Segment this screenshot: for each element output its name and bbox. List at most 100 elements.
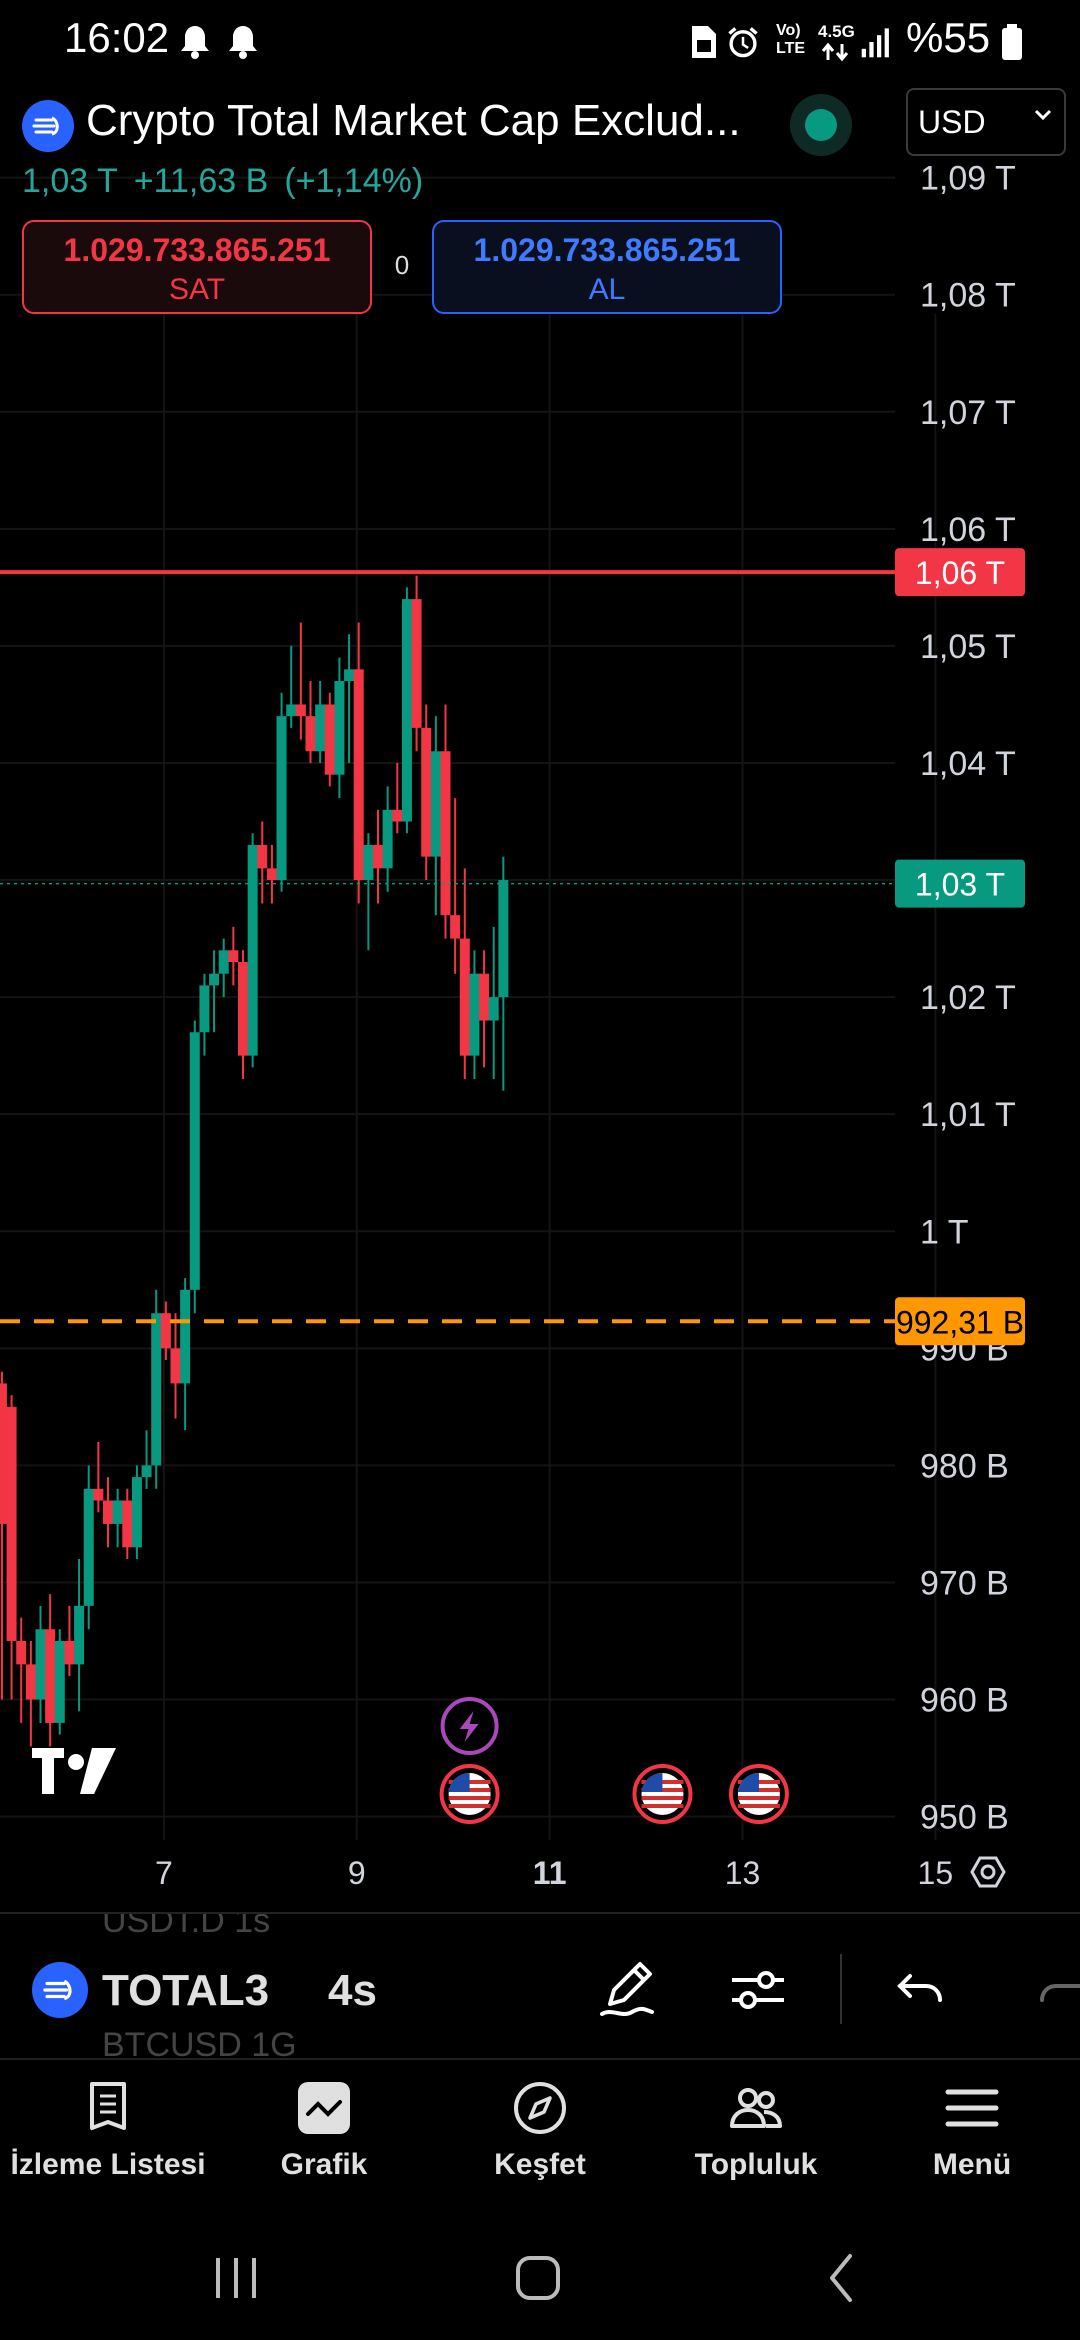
candle-up bbox=[276, 692, 287, 892]
candle-up bbox=[430, 716, 441, 916]
toolbar-divider bbox=[840, 1954, 842, 2024]
candle-body bbox=[141, 1465, 152, 1478]
back-icon[interactable] bbox=[802, 2238, 882, 2318]
currency-select[interactable]: USD bbox=[906, 88, 1066, 156]
candle-down bbox=[122, 1488, 133, 1560]
network-type: 4.5G bbox=[818, 22, 855, 41]
candle-body bbox=[25, 1664, 36, 1700]
candle-up bbox=[74, 1559, 85, 1712]
candle-body bbox=[122, 1500, 133, 1548]
price-change-percent: (+1,14%) bbox=[284, 162, 424, 200]
toolbar-symbol-logo[interactable] bbox=[32, 1962, 88, 2018]
candle-down bbox=[421, 704, 432, 881]
candle-body bbox=[459, 938, 470, 1056]
price-axis-tick: 1,09 T bbox=[920, 160, 1016, 198]
time-axis-tick: 9 bbox=[348, 1855, 366, 1891]
recent-apps-icon[interactable] bbox=[196, 2238, 276, 2318]
price-chart[interactable]: 1,09 T 1,08 T 1,07 T 1,06 T 1,05 T 1,04 T 1,03… bbox=[0, 84, 1080, 1904]
candle-body bbox=[344, 669, 355, 682]
price-lines bbox=[0, 570, 895, 1324]
flag-canton bbox=[737, 1772, 759, 1792]
candle-body bbox=[411, 599, 422, 728]
symbol-logo[interactable] bbox=[22, 100, 74, 152]
nav-item-chart[interactable]: Grafik bbox=[216, 2080, 432, 2210]
candle-body bbox=[151, 1313, 162, 1466]
buy-label: AL bbox=[588, 273, 626, 306]
candle-body bbox=[315, 704, 326, 752]
price-axis-tick: 950 B bbox=[920, 1799, 1009, 1837]
candle-down bbox=[16, 1617, 27, 1723]
sell-button[interactable]: 1.029.733.865.251 SAT bbox=[22, 220, 372, 314]
market-status-indicator[interactable] bbox=[790, 94, 852, 156]
candle-down bbox=[160, 1301, 171, 1361]
candle-up bbox=[363, 833, 374, 951]
chart-settings-icon[interactable] bbox=[970, 1856, 1006, 1888]
price-axis-tick: 960 B bbox=[920, 1682, 1009, 1720]
interval-selector[interactable]: 4s bbox=[328, 1966, 377, 2015]
candle-body bbox=[170, 1348, 181, 1384]
candle-body bbox=[112, 1500, 123, 1524]
nav-item-community[interactable]: Topluluk bbox=[648, 2080, 864, 2210]
symbol-selector[interactable]: TOTAL3 bbox=[102, 1966, 270, 2015]
us-flag-icon bbox=[728, 1764, 789, 1824]
candle-body bbox=[334, 681, 345, 775]
buy-button[interactable]: 1.029.733.865.251 AL bbox=[432, 220, 782, 314]
candle-body bbox=[180, 1289, 191, 1384]
data-arrows-icon bbox=[821, 42, 849, 62]
candle-down bbox=[0, 1371, 7, 1700]
candle-up bbox=[199, 973, 210, 1056]
price-axis-tick: 1,02 T bbox=[920, 979, 1016, 1017]
time-axis[interactable]: 7 9 11 13 15 bbox=[155, 1855, 953, 1891]
nav-item-explore[interactable]: Keşfet bbox=[432, 2080, 648, 2210]
price-label-badge: 992,31 B bbox=[895, 1297, 1025, 1346]
event-markers[interactable] bbox=[439, 1697, 789, 1824]
candle-down bbox=[392, 762, 403, 834]
candle-down bbox=[440, 704, 451, 939]
candle-down bbox=[373, 809, 383, 904]
undo-icon[interactable] bbox=[890, 1958, 954, 2022]
candle-body bbox=[6, 1406, 17, 1641]
price-label-badge: 1,03 T bbox=[895, 859, 1025, 908]
recent-symbol-ghost[interactable]: BTCUSD 1G bbox=[102, 2026, 297, 2060]
candle-body bbox=[257, 844, 268, 869]
price-change: +11,63 B bbox=[133, 162, 269, 200]
signal-icon bbox=[861, 28, 889, 58]
candle-body bbox=[218, 950, 229, 974]
indicators-sliders-icon[interactable] bbox=[726, 1958, 790, 2022]
price-axis-tick: 1,01 T bbox=[920, 1096, 1016, 1134]
candle-body bbox=[353, 669, 364, 881]
candle-body bbox=[103, 1500, 113, 1524]
candle-body bbox=[276, 716, 287, 881]
price-axis[interactable]: 1,09 T1,08 T1,07 T1,06 T1,05 T1,04 T1,03… bbox=[920, 160, 1016, 1837]
home-icon[interactable] bbox=[498, 2238, 578, 2318]
candle-down bbox=[324, 692, 335, 787]
candle-body bbox=[392, 809, 403, 822]
nav-item-menu[interactable]: Menü bbox=[864, 2080, 1080, 2210]
candle-body bbox=[286, 704, 297, 717]
price-summary: 1,03 T +11,63 B (+1,14%) bbox=[22, 162, 439, 201]
candle-down bbox=[238, 950, 248, 1080]
compass-icon bbox=[514, 2082, 566, 2134]
candle-up bbox=[382, 786, 393, 892]
candle-down bbox=[257, 821, 268, 904]
price-label-text: 992,31 B bbox=[896, 1304, 1024, 1340]
bell-icon bbox=[181, 26, 209, 59]
candle-up bbox=[498, 856, 509, 1091]
drawing-pencil-icon[interactable] bbox=[596, 1958, 660, 2022]
candle-body bbox=[440, 751, 451, 916]
price-axis-tick: 980 B bbox=[920, 1447, 1009, 1485]
nav-item-watchlist[interactable]: İzleme Listesi bbox=[0, 2080, 216, 2210]
redo-icon[interactable] bbox=[1036, 1958, 1080, 2022]
candle-down bbox=[103, 1477, 113, 1548]
candle-body bbox=[189, 1032, 200, 1290]
recent-symbol-ghost[interactable]: USDT.D 1s bbox=[102, 1912, 271, 1940]
symbol-title[interactable]: Crypto Total Market Cap Exclud... bbox=[86, 96, 741, 145]
candle-down bbox=[295, 622, 306, 740]
candle-up bbox=[54, 1629, 65, 1735]
flag-stripe bbox=[641, 1804, 684, 1808]
candle-down bbox=[6, 1395, 17, 1700]
candle-up bbox=[247, 833, 258, 1068]
tradingview-logo[interactable] bbox=[32, 1748, 116, 1794]
currency-value: USD bbox=[918, 104, 986, 140]
sell-price: 1.029.733.865.251 bbox=[63, 232, 331, 268]
